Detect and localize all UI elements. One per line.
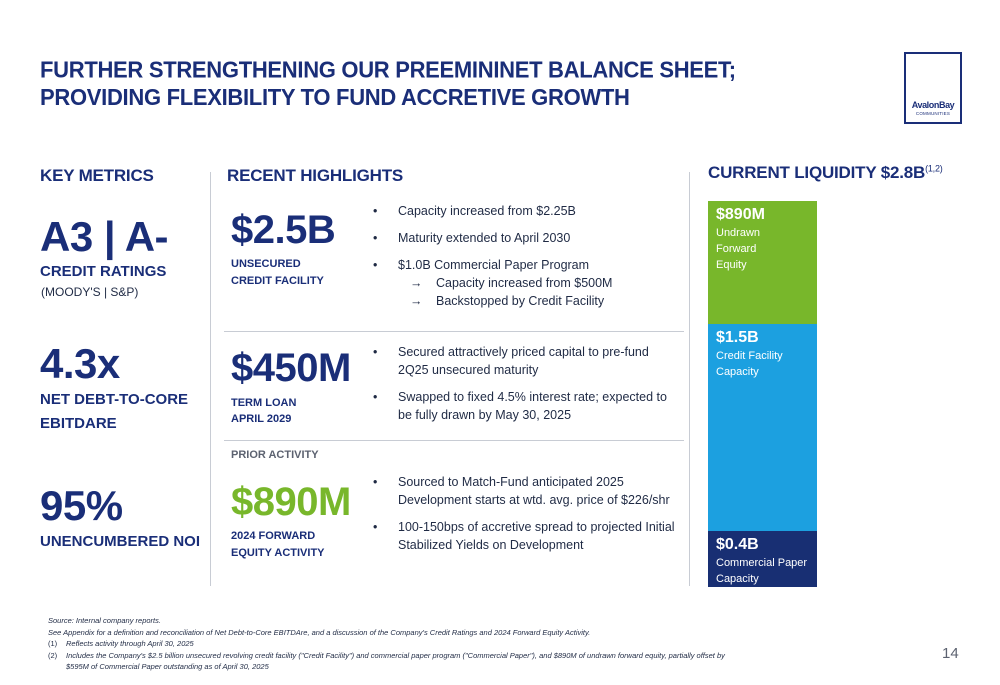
term-loan-bullets: Secured attractively priced capital to p…	[370, 343, 680, 433]
credit-facility-bullets: Capacity increased from $2.25B Maturity …	[370, 202, 680, 310]
liquidity-desc: Forward	[716, 243, 757, 255]
liquidity-desc: Capacity	[716, 573, 759, 585]
bullet-item: $1.0B Commercial Paper Program	[370, 256, 680, 274]
footnote-text: Reflects activity through April 30, 2025	[66, 639, 194, 648]
footnote-number: (1)	[48, 639, 58, 648]
liquidity-desc: Undrawn	[716, 227, 761, 239]
footnotes: Source: Internal company reports. See Ap…	[48, 615, 848, 673]
footnote-1: (1) Reflects activity through April 30, 2…	[48, 638, 848, 650]
bullet-item: Capacity increased from $2.25B	[370, 202, 680, 220]
sub-bullet-item: → Capacity increased from $500M	[370, 274, 680, 292]
term-loan-value: $450M	[231, 346, 351, 390]
credit-ratings-label: CREDIT RATINGS	[40, 263, 167, 280]
prior-activity-label: PRIOR ACTIVITY	[231, 449, 319, 461]
credit-ratings-agencies: (MOODY'S | S&P)	[41, 285, 139, 299]
highlights-divider-2	[224, 440, 684, 441]
liquidity-desc: Credit Facility	[716, 350, 783, 362]
credit-ratings-value: A3 | A-	[40, 213, 169, 260]
slide-title-line-1: FURTHER STRENGTHENING OUR PREEMININET BA…	[40, 56, 736, 83]
term-loan-label-line-2: APRIL 2029	[231, 413, 292, 425]
current-liquidity-footnote-ref: (1,2)	[925, 163, 943, 174]
sub-bullet-item: → Backstopped by Credit Facility	[370, 292, 680, 310]
footnote-number: (2)	[48, 650, 58, 660]
arrow-icon: →	[410, 276, 423, 290]
credit-facility-value: $2.5B	[231, 208, 336, 252]
logo-name: AvalonBay	[911, 100, 955, 110]
liquidity-amount: $890M	[716, 206, 765, 223]
footnote-appendix: See Appendix for a definition and reconc…	[48, 627, 591, 637]
liquidity-desc: Commercial Paper	[716, 557, 808, 569]
current-liquidity-header-text: CURRENT LIQUIDITY $2.8B	[708, 163, 926, 182]
liquidity-block-credit-facility: $1.5B Credit Facility Capacity	[708, 324, 817, 531]
slide-title-line-2: PROVIDING FLEXIBILITY TO FUND ACCRETIVE …	[40, 84, 630, 111]
forward-equity-label-line-2: EQUITY ACTIVITY	[231, 547, 325, 559]
credit-facility-label-line-1: UNSECURED	[231, 258, 301, 270]
liquidity-amount: $1.5B	[716, 329, 759, 346]
recent-highlights-header: RECENT HIGHLIGHTS	[227, 166, 404, 185]
sub-bullet-text: Backstopped by Credit Facility	[436, 294, 605, 308]
unencumbered-noi-label: UNENCUMBERED NOI	[40, 533, 201, 550]
logo-subtitle: COMMUNITIES	[915, 111, 951, 116]
bullet-item: Maturity extended to April 2030	[370, 229, 680, 247]
term-loan-label-line-1: TERM LOAN	[231, 397, 297, 409]
sub-bullet-text: Capacity increased from $500M	[436, 276, 613, 290]
bullet-item: Sourced to Match-Fund anticipated 2025 D…	[370, 473, 680, 509]
net-debt-value: 4.3x	[40, 340, 120, 387]
arrow-icon: →	[410, 294, 423, 308]
net-debt-label-line-1: NET DEBT-TO-CORE	[40, 391, 189, 408]
footnote-2: (2) Includes the Company's $2.5 billion u…	[48, 650, 848, 662]
divider-right	[689, 172, 690, 586]
slide-title: FURTHER STRENGTHENING OUR PREEMININET BA…	[40, 57, 860, 112]
avalonbay-logo: AvalonBay COMMUNITIES	[904, 52, 962, 124]
current-liquidity-header: CURRENT LIQUIDITY $2.8B(1,2)	[708, 163, 943, 183]
unencumbered-noi-value: 95%	[40, 482, 123, 529]
liquidity-desc: Capacity	[716, 366, 759, 378]
liquidity-amount: $0.4B	[716, 536, 759, 553]
footnote-source: Source: Internal company reports.	[48, 616, 161, 625]
footnote-2-continued: $595M of Commercial Paper outstanding as…	[66, 662, 269, 671]
forward-equity-label-line-1: 2024 FORWARD	[231, 530, 316, 542]
bullet-item: Secured attractively priced capital to p…	[370, 343, 680, 379]
page-number: 14	[942, 645, 959, 662]
highlights-divider-1	[224, 331, 684, 332]
key-metrics-header: KEY METRICS	[40, 166, 154, 185]
net-debt-label-line-2: EBITDARE	[40, 415, 117, 432]
divider-left	[210, 172, 211, 586]
forward-equity-bullets: Sourced to Match-Fund anticipated 2025 D…	[370, 473, 680, 563]
liquidity-block-forward-equity: $890M Undrawn Forward Equity	[708, 201, 817, 324]
footnote-text: Includes the Company's $2.5 billion unse…	[66, 650, 725, 660]
bullet-item: Swapped to fixed 4.5% interest rate; exp…	[370, 388, 680, 424]
bullet-item: 100-150bps of accretive spread to projec…	[370, 518, 680, 554]
forward-equity-value: $890M	[231, 480, 351, 524]
credit-facility-label-line-2: CREDIT FACILITY	[231, 275, 324, 287]
liquidity-block-commercial-paper: $0.4B Commercial Paper Capacity	[708, 531, 817, 587]
liquidity-desc: Equity	[716, 259, 747, 271]
